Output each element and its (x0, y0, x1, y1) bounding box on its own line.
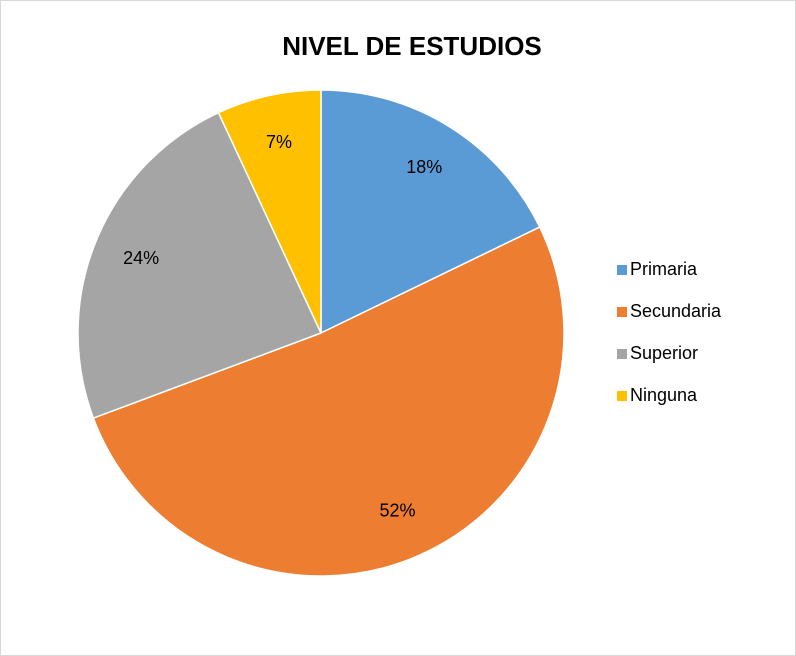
pie-slice (77, 111, 323, 420)
legend-label: Superior (630, 343, 698, 363)
pie-slice (92, 226, 565, 577)
data-label: 7% (266, 132, 292, 152)
legend-swatch (617, 349, 627, 359)
data-label: 24% (123, 248, 159, 268)
chart-title: NIVEL DE ESTUDIOS (282, 31, 542, 61)
legend-label: Ninguna (630, 385, 698, 405)
legend-label: Primaria (630, 259, 698, 279)
legend-swatch (617, 307, 627, 317)
pie-slice (320, 89, 541, 335)
data-label: 52% (379, 500, 415, 520)
legend-swatch (617, 265, 627, 275)
legend-label: Secundaria (630, 301, 722, 321)
pie-slice (217, 89, 322, 334)
data-label: 18% (406, 157, 442, 177)
legend-swatch (617, 391, 627, 401)
